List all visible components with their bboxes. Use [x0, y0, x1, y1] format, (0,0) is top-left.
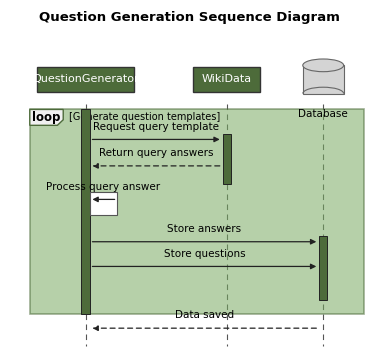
Bar [30, 109, 364, 314]
Bar [222, 134, 231, 184]
Bar [193, 67, 260, 92]
Text: WikiData: WikiData [202, 75, 252, 85]
Text: Process query answer: Process query answer [47, 182, 161, 192]
Ellipse shape [303, 59, 344, 72]
Bar [303, 66, 344, 94]
Text: loop: loop [32, 111, 61, 124]
Text: QuestionGenerator: QuestionGenerator [32, 75, 139, 85]
Text: Store answers: Store answers [167, 224, 241, 234]
Text: Store questions: Store questions [164, 249, 245, 259]
Polygon shape [30, 109, 63, 125]
Bar [89, 192, 117, 215]
Text: Request query template: Request query template [93, 122, 219, 132]
Text: Return query answers: Return query answers [99, 148, 213, 158]
Text: Question Generation Sequence Diagram: Question Generation Sequence Diagram [39, 11, 340, 24]
Text: Database: Database [298, 109, 348, 119]
Text: [Generate question templates]: [Generate question templates] [69, 112, 220, 122]
Bar [81, 109, 89, 314]
Bar [319, 237, 327, 300]
Bar [37, 67, 134, 92]
Text: Data saved: Data saved [175, 310, 234, 320]
